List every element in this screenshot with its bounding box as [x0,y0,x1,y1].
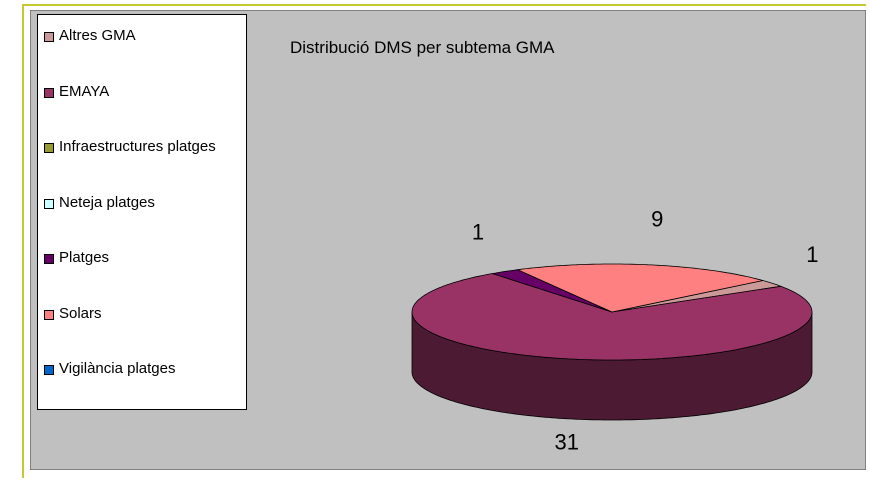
pie-slice [492,269,613,313]
legend-swatch [44,365,54,375]
legend-swatch [44,198,54,209]
legend-swatch [44,254,54,264]
legend-label: Vigilància platges [59,360,176,377]
legend-swatch [44,143,54,153]
legend-label: Infraestructures platges [59,138,216,155]
legend-label: Platges [59,249,110,266]
legend-label: EMAYA [59,82,110,100]
legend-item: Vigilància platges [44,358,239,380]
legend-item: Neteja platges [44,192,239,214]
legend: Altres GMA EMAYA Infraestructures platges N… [37,14,247,410]
legend-item: Platges [44,247,239,269]
pie-slice [516,263,764,313]
legend-item: Altres GMA [44,25,239,47]
data-label: 1 [806,242,818,267]
chart-title: Distribució DMS per subtema GMA [290,38,555,57]
legend-label: Neteja platges [59,193,155,211]
chart-frame [22,4,866,478]
data-label: 9 [651,206,663,231]
legend-label: Solars [59,304,102,322]
legend-item: Infraestructures platges [44,136,239,158]
legend-swatch [44,87,54,98]
legend-swatch [44,309,54,320]
legend-label: Altres GMA [59,27,136,44]
legend-item: EMAYA [44,81,239,103]
pie-slice [411,273,813,361]
pie-slice [611,280,783,313]
data-label: 31 [555,430,579,455]
legend-swatch [44,32,54,42]
legend-item: Solars [44,303,239,325]
data-label: 1 [472,219,484,244]
